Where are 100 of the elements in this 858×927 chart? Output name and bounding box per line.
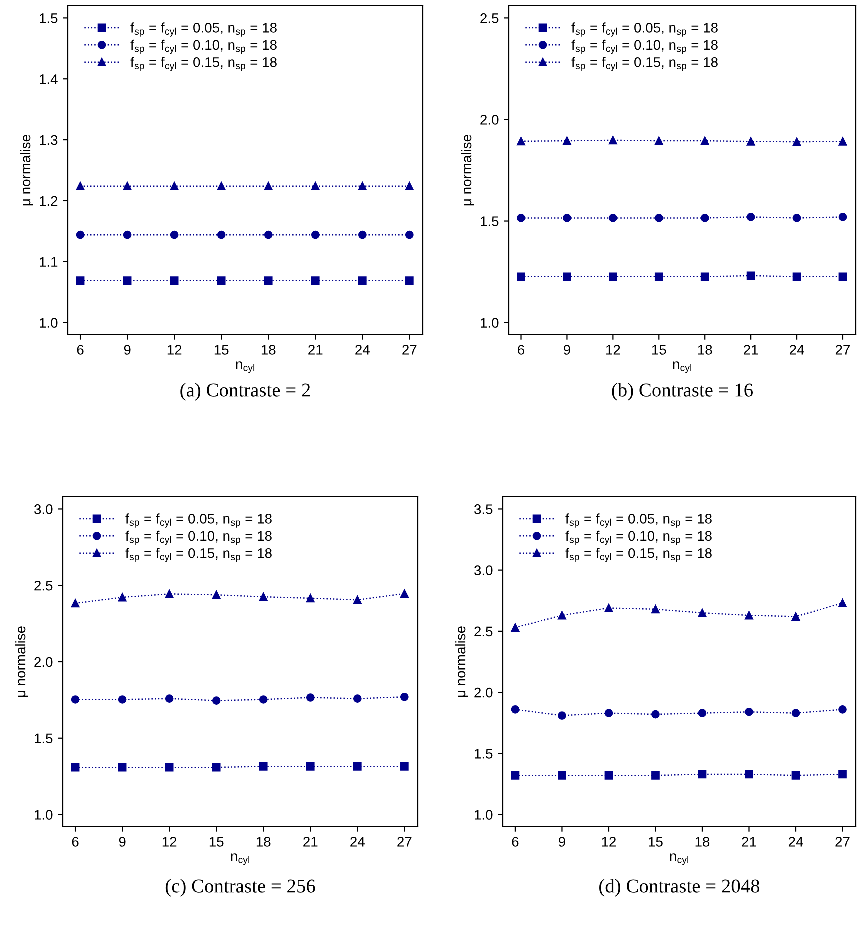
- x-tick-label: 24: [790, 345, 804, 355]
- y-tick-label: 1.4: [40, 74, 58, 84]
- y-tick-label: 3.0: [34, 504, 53, 514]
- legend-label: f$_{sp}$ = f$_{cyl}$ = 0.05, n$_{sp}$ = 18: [130, 22, 277, 37]
- point: [838, 770, 847, 779]
- x-tick-label: 12: [168, 345, 182, 355]
- x-axis-title: n$_{cyl}$: [236, 362, 255, 374]
- legend-label: f$_{sp}$ = f$_{cyl}$ = 0.15, n$_{sp}$ = 18: [566, 548, 712, 562]
- point: [517, 137, 526, 146]
- point: [700, 214, 710, 222]
- x-tick-label: 9: [119, 837, 126, 847]
- point: [212, 696, 221, 705]
- point: [558, 772, 566, 780]
- point: [517, 214, 526, 222]
- y-tick-label: 1.0: [481, 318, 499, 328]
- y-tick-label: 3.0: [474, 566, 493, 576]
- point: [212, 590, 221, 600]
- point: [698, 770, 707, 779]
- point: [745, 611, 754, 620]
- y-axis-title: μ normalise: [15, 626, 28, 698]
- point: [652, 772, 660, 780]
- x-tick-label: 27: [836, 837, 850, 847]
- y-tick-label: 1.5: [481, 216, 499, 226]
- point: [838, 137, 848, 146]
- point: [71, 763, 80, 772]
- point: [654, 272, 664, 282]
- point: [604, 709, 614, 718]
- point: [609, 214, 618, 222]
- legend-label: f$_{sp}$ = f$_{cyl}$ = 0.10, n$_{sp}$ = 18: [130, 40, 277, 54]
- y-tick-label: 1.5: [475, 749, 493, 759]
- x-axis-title: n$_{cyl}$: [231, 854, 250, 866]
- x-tick-label: 21: [744, 345, 758, 355]
- x-tick-label: 18: [262, 345, 276, 355]
- point: [358, 182, 367, 191]
- point: [558, 712, 566, 720]
- point: [259, 592, 268, 602]
- x-tick-label: 15: [652, 345, 666, 355]
- y-tick-label: 2.0: [474, 688, 493, 698]
- point: [511, 706, 520, 714]
- point: [700, 136, 710, 146]
- point: [654, 214, 664, 222]
- point: [353, 596, 362, 604]
- x-tick-label: 6: [518, 345, 525, 355]
- point: [123, 276, 132, 285]
- point: [406, 230, 414, 240]
- y-tick-label: 2.5: [34, 580, 53, 591]
- point: [838, 213, 848, 222]
- x-tick-label: 18: [696, 837, 710, 847]
- point: [118, 696, 127, 704]
- x-tick-label: 24: [356, 345, 370, 355]
- x-tick-label: 9: [564, 345, 570, 355]
- x-tick-label: 15: [214, 345, 229, 355]
- x-tick-label: 24: [350, 837, 365, 847]
- point: [358, 230, 367, 240]
- point: [654, 136, 664, 146]
- point: [400, 762, 409, 771]
- x-tick-label: 12: [162, 837, 177, 847]
- text: (a) Contraste = 2: [180, 383, 310, 401]
- y-tick-label: 1.5: [35, 734, 53, 744]
- y-tick-label: 2.5: [474, 626, 493, 637]
- point: [746, 137, 756, 146]
- text: (b) Contraste = 16: [612, 383, 754, 401]
- point: [792, 709, 800, 718]
- x-tick-label: 12: [606, 345, 620, 355]
- y-tick-label: 2.5: [480, 14, 499, 24]
- point: [838, 272, 848, 282]
- point: [259, 762, 268, 771]
- point: [170, 276, 179, 285]
- point: [76, 230, 85, 240]
- legend-label: f$_{sp}$ = f$_{cyl}$ = 0.15, n$_{sp}$ = 18: [572, 57, 718, 72]
- point: [792, 272, 802, 282]
- x-tick-label: 27: [402, 345, 417, 355]
- legend-label: f$_{sp}$ = f$_{cyl}$ = 0.05, n$_{sp}$ = 18: [126, 514, 272, 528]
- point: [604, 772, 614, 780]
- x-tick-label: 24: [788, 837, 804, 847]
- point: [406, 276, 414, 285]
- point: [123, 230, 132, 240]
- point: [652, 710, 660, 719]
- x-tick-label: 21: [304, 837, 318, 847]
- point: [311, 182, 320, 191]
- point: [558, 611, 566, 620]
- point: [118, 763, 127, 772]
- point: [792, 214, 802, 222]
- x-tick-label: 9: [124, 345, 131, 355]
- y-tick-label: 1.0: [40, 318, 58, 328]
- x-tick-label: 18: [256, 837, 271, 847]
- legend-label: f$_{sp}$ = f$_{cyl}$ = 0.05, n$_{sp}$ = 18: [572, 22, 718, 37]
- point: [746, 272, 756, 280]
- x-tick-label: 9: [559, 837, 566, 847]
- point: [792, 138, 802, 146]
- point: [71, 599, 80, 608]
- point: [264, 276, 273, 285]
- point: [259, 696, 268, 704]
- point: [745, 708, 754, 716]
- point: [400, 590, 409, 598]
- point: [358, 276, 367, 285]
- point: [604, 604, 614, 612]
- legend-label: f$_{sp}$ = f$_{cyl}$ = 0.10, n$_{sp}$ = 18: [572, 40, 718, 54]
- point: [698, 709, 707, 718]
- legend-label: f$_{sp}$ = f$_{cyl}$ = 0.10, n$_{sp}$ = 18: [126, 530, 272, 546]
